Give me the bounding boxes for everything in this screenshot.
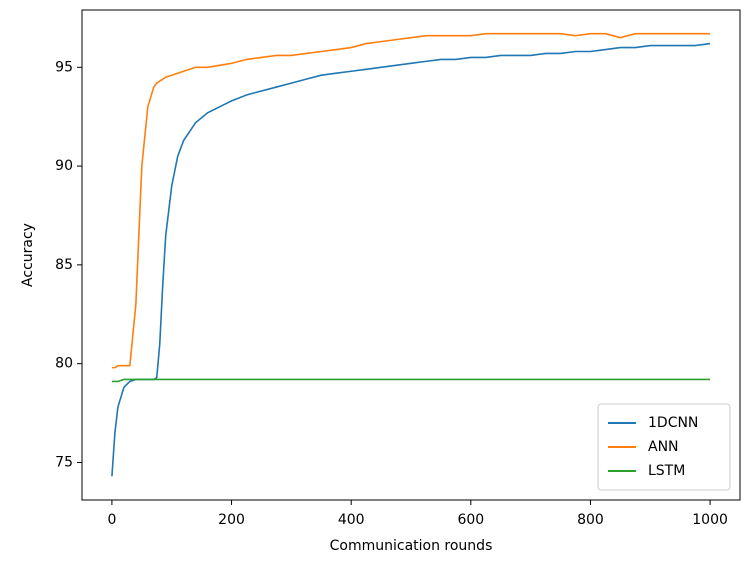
x-tick-label: 1000 [692, 512, 728, 528]
x-tick-label: 200 [218, 512, 245, 528]
line-series [111, 42, 711, 477]
legend-label: 1DCNN [648, 415, 698, 431]
x-tick-label: 600 [457, 512, 484, 528]
y-tick-label: 75 [55, 454, 73, 470]
y-tick-label: 85 [55, 257, 73, 273]
x-tick-label: 400 [338, 512, 365, 528]
y-tick-label: 80 [55, 356, 73, 372]
legend-label: LSTM [648, 463, 685, 479]
x-axis-label: Communication rounds [330, 538, 493, 554]
y-tick-label: 90 [55, 158, 73, 174]
x-tick-label: 0 [107, 512, 116, 528]
line-series [111, 378, 711, 383]
x-tick-label: 800 [577, 512, 604, 528]
legend-box [597, 403, 731, 491]
legend-label: ANN [648, 439, 679, 455]
line-series [111, 32, 711, 369]
plot-frame [81, 9, 741, 501]
y-tick-label: 95 [55, 59, 73, 75]
y-axis-label: Accuracy [20, 223, 36, 287]
